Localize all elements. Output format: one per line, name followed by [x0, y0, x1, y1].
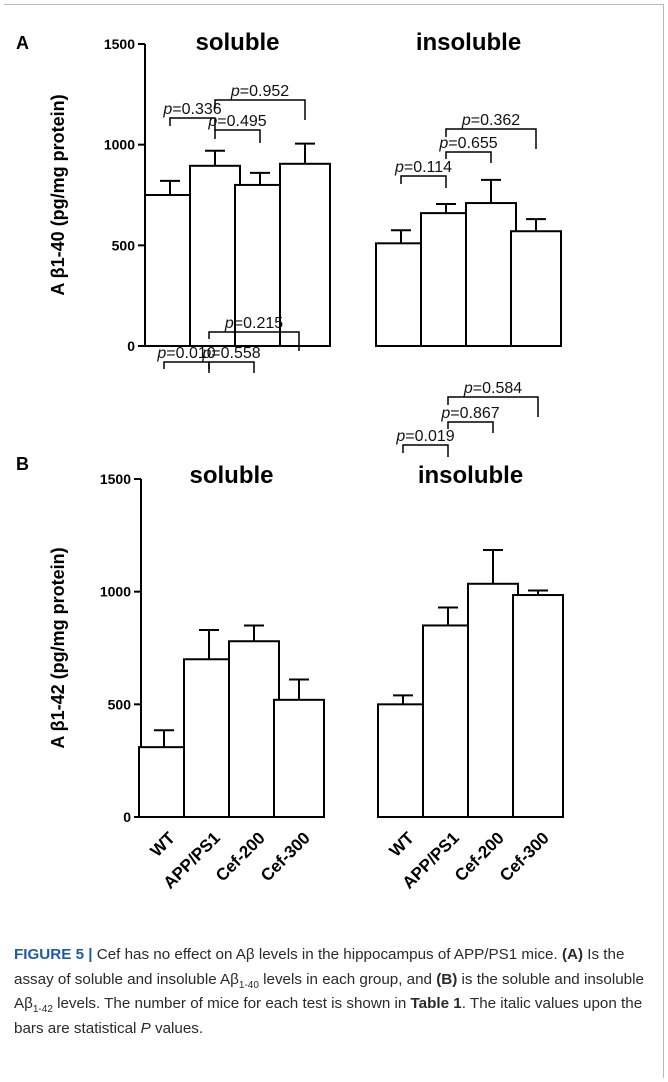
- y-tick-label: 1500: [104, 36, 135, 52]
- p-value-label: p=0.584: [463, 380, 522, 397]
- significance-bracket: [445, 151, 492, 163]
- significance-bracket: [163, 361, 210, 373]
- y-tick-label: 1000: [100, 584, 131, 600]
- bar: [420, 212, 472, 347]
- y-tick-label: 1500: [100, 471, 131, 487]
- group-title: soluble: [195, 29, 279, 56]
- significance-bracket: [169, 117, 216, 130]
- p-value-label: p=0.010: [156, 345, 215, 362]
- y-tick-label: 1000: [104, 137, 135, 153]
- significance-bracket: [214, 129, 261, 143]
- y-axis-title: A β1-42 (pg/mg protein): [48, 547, 68, 748]
- significance-bracket: [447, 396, 539, 417]
- y-tick-label: 500: [108, 696, 132, 712]
- caption-ref-b: (B): [436, 970, 458, 988]
- significance-bracket: [402, 444, 449, 457]
- bar: [234, 183, 286, 347]
- significance-bracket: [214, 99, 306, 120]
- y-tick-label: 500: [112, 237, 136, 253]
- bar: [465, 202, 517, 347]
- x-tick-label: Cef-300: [257, 828, 314, 885]
- x-tick-label: Cef-200: [212, 828, 269, 885]
- caption-text: values.: [150, 1019, 204, 1037]
- caption-text: . The italic values upon the bars are st…: [14, 995, 643, 1037]
- caption-label: FIGURE 5 |: [14, 946, 93, 963]
- y-tick-label: 0: [123, 809, 131, 825]
- bar: [273, 698, 325, 818]
- p-value-label: p=0.019: [395, 428, 454, 445]
- p-value-label: p=0.952: [230, 83, 289, 100]
- bar: [189, 164, 241, 347]
- caption-text: is the soluble and insoluble Aβ: [14, 970, 644, 1013]
- p-value-label: p=0.114: [394, 159, 452, 176]
- x-tick-label: Cef-200: [451, 828, 508, 885]
- bar: [377, 703, 429, 818]
- bar: [375, 242, 427, 348]
- bar: [138, 746, 190, 818]
- caption-text: levels. The number of mice for each test…: [52, 995, 411, 1012]
- caption-subscript: 1-40: [238, 979, 259, 991]
- p-value-label: p=0.867: [440, 405, 499, 422]
- chart-canvas: A 0 500 1000 1500 A β1-40 (pg/mg protein) solu…: [16, 29, 564, 893]
- significance-bracket: [445, 128, 537, 149]
- bar: [228, 640, 280, 818]
- caption-subscript: 1-42: [32, 1004, 53, 1016]
- caption-text: Is the assay of soluble and insoluble Aβ: [14, 946, 625, 988]
- panel-label: A: [16, 33, 29, 53]
- panel-label: B: [16, 454, 29, 474]
- bar: [183, 658, 235, 818]
- bar: [467, 582, 519, 819]
- group-title: insoluble: [418, 462, 523, 489]
- p-value-label: p=0.215: [224, 315, 283, 332]
- x-tick-label: WT: [386, 828, 419, 861]
- caption-text: Cef has no effect on Aβ levels in the hi…: [92, 946, 562, 963]
- group-title: insoluble: [416, 29, 521, 56]
- significance-bracket: [208, 361, 255, 373]
- p-value-label: p=0.336: [162, 101, 221, 118]
- caption-p-italic: P: [140, 1019, 151, 1037]
- bar: [279, 162, 331, 347]
- caption-ref-a: (A): [561, 946, 584, 963]
- figure-border: [4, 4, 664, 1078]
- bar: [144, 194, 196, 347]
- significance-bracket: [447, 421, 494, 433]
- p-value-label: p=0.655: [438, 135, 497, 152]
- p-value-label: p=0.558: [201, 345, 260, 362]
- group-title: soluble: [189, 462, 273, 489]
- figure-caption: FIGURE 5 | Cef has no effect on Aβ level…: [14, 943, 654, 1041]
- x-tick-label: Cef-300: [496, 828, 553, 885]
- x-tick-label: WT: [147, 828, 180, 861]
- bar: [422, 624, 474, 819]
- significance-bracket: [208, 331, 300, 351]
- p-value-label: p=0.495: [207, 113, 266, 130]
- significance-bracket: [400, 175, 447, 188]
- y-axis-title: A β1-40 (pg/mg protein): [48, 94, 68, 295]
- p-value-label: p=0.362: [461, 112, 520, 129]
- y-tick-label: 0: [127, 338, 135, 354]
- bar: [510, 230, 562, 348]
- caption-text: levels in each group, and: [258, 970, 437, 988]
- bar: [512, 594, 564, 819]
- caption-table-ref: Table 1: [410, 995, 462, 1012]
